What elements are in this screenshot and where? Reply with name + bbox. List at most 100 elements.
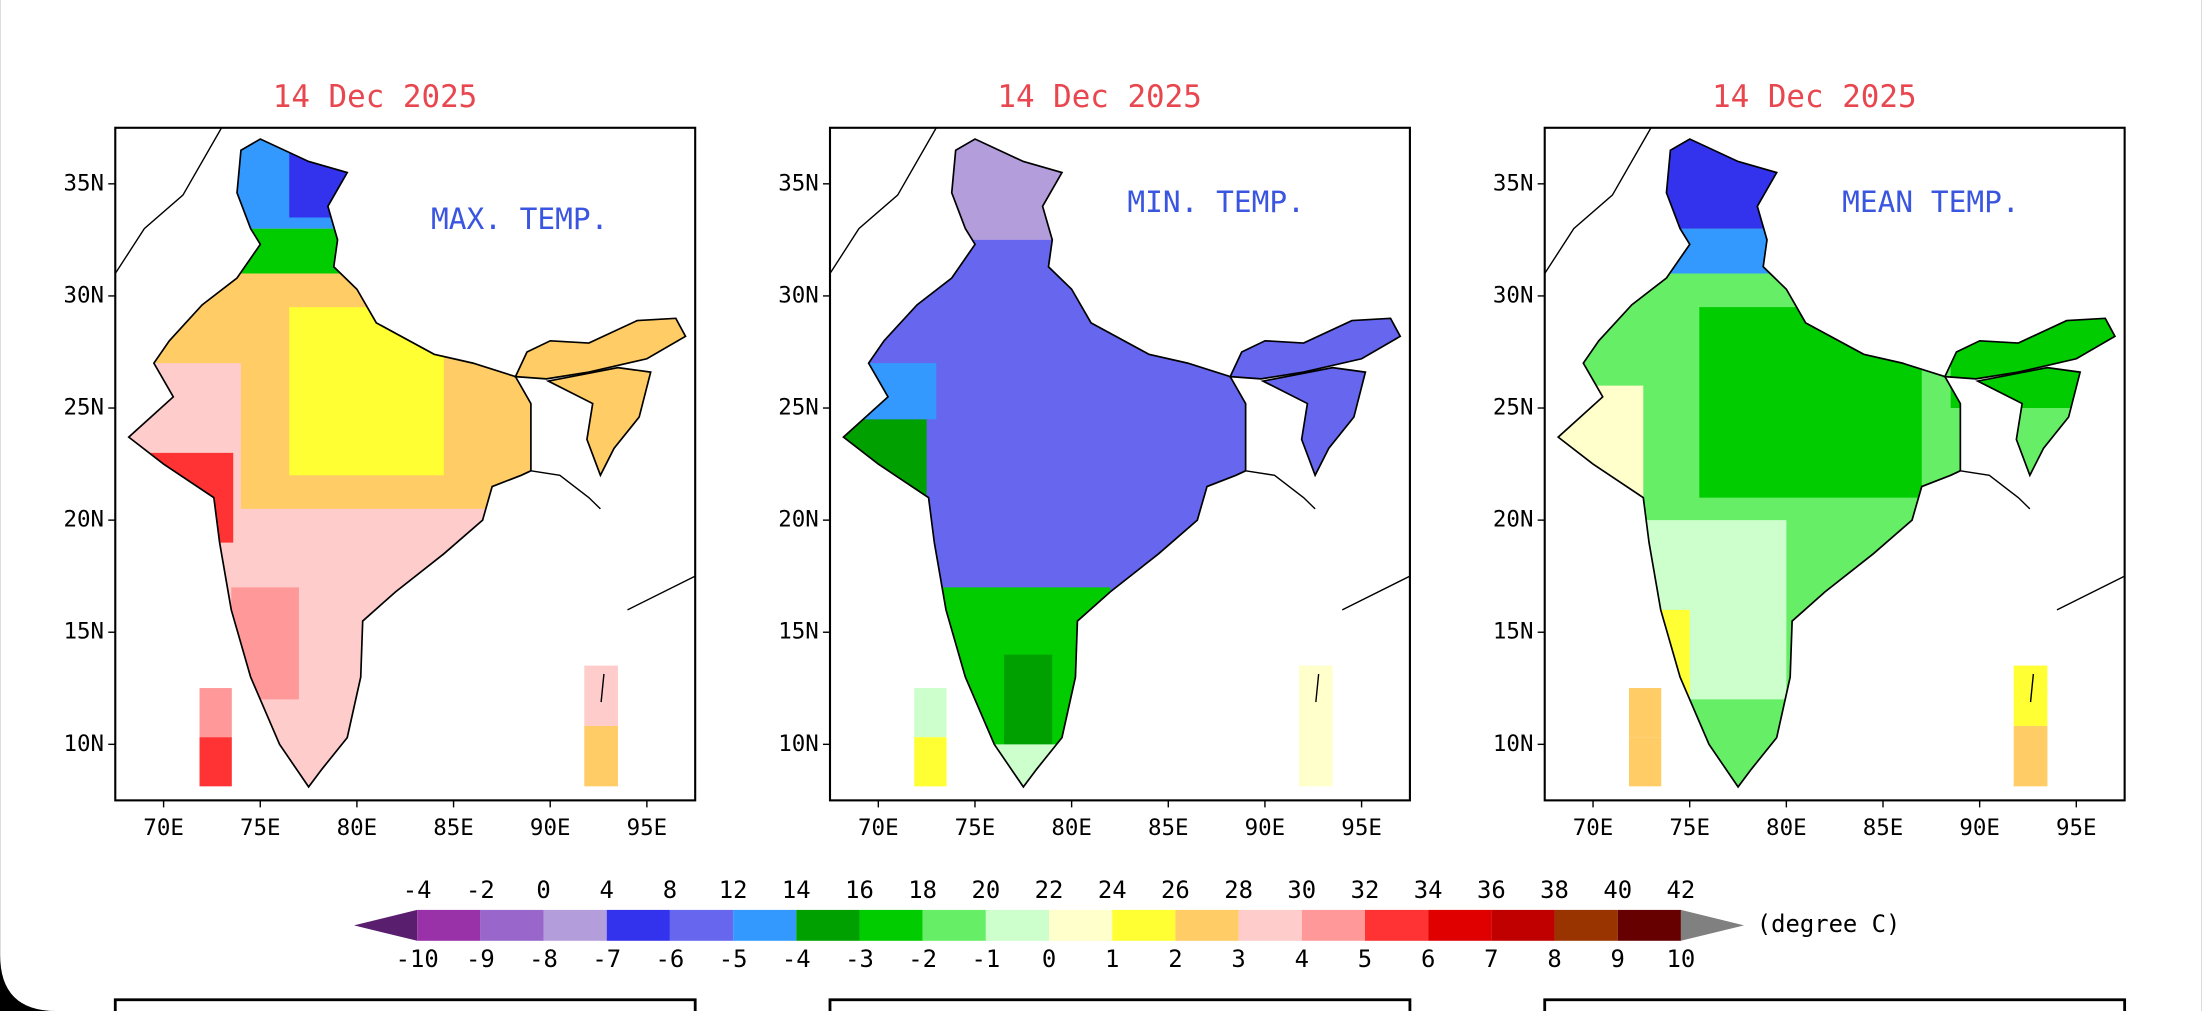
lat-tick-label: 35N xyxy=(63,170,104,196)
coastline xyxy=(2056,575,2125,611)
colorbar-box xyxy=(733,909,797,941)
colorbar-box xyxy=(1428,909,1492,941)
colorbar-top-label: 20 xyxy=(971,876,1000,904)
colorbar-box xyxy=(1301,909,1365,941)
lat-tick-label: 25N xyxy=(1493,395,1534,421)
colorbar-top-label: 28 xyxy=(1224,876,1253,904)
colorbar-top-label: 8 xyxy=(663,876,677,904)
colorbar-bottom-label: 2 xyxy=(1168,945,1182,973)
colorbar-top-label: 18 xyxy=(908,876,937,904)
lat-tick-label: 35N xyxy=(778,170,819,196)
colorbar-bottom-label: -2 xyxy=(908,945,937,973)
lat-tick-label: 15N xyxy=(63,619,104,645)
colorbar-top-label: 26 xyxy=(1161,876,1190,904)
colorbar-box xyxy=(796,909,860,941)
colorbar-top-label: -4 xyxy=(403,876,432,904)
lon-tick-label: 75E xyxy=(1669,815,1710,841)
lat-tick-label: 20N xyxy=(1493,507,1534,533)
lon-tick-label: 85E xyxy=(433,815,474,841)
lon-tick-label: 95E xyxy=(1341,815,1382,841)
lon-tick-label: 95E xyxy=(2056,815,2097,841)
colorbar-bottom-label: -10 xyxy=(396,945,439,973)
colorbar-box xyxy=(1112,909,1176,941)
island-mark xyxy=(2029,673,2035,703)
lat-tick-label: 35N xyxy=(1493,170,1534,196)
lat-tick-label: 10N xyxy=(778,731,819,757)
panel-title: 14 Dec 2025 xyxy=(273,79,477,115)
colorbar-top-label: 40 xyxy=(1603,876,1632,904)
lat-tick-label: 25N xyxy=(63,395,104,421)
colorbar-bottom-label: -6 xyxy=(656,945,685,973)
lon-tick-label: 80E xyxy=(1766,815,1807,841)
colorbar-bottom-label: -1 xyxy=(971,945,1000,973)
colorbar-box xyxy=(417,909,481,941)
colorbar-box xyxy=(1238,909,1302,941)
colorbar-bottom-label: 1 xyxy=(1105,945,1119,973)
panel-label: MEAN TEMP. xyxy=(1842,185,2019,219)
country-outline xyxy=(514,317,687,380)
colorbar-bottom-label: 7 xyxy=(1484,945,1498,973)
colorbar-top-label: 36 xyxy=(1477,876,1506,904)
coastline xyxy=(1960,470,2031,510)
lon-tick-label: 85E xyxy=(1148,815,1189,841)
colorbar-bottom-label: -5 xyxy=(719,945,748,973)
lon-tick-label: 90E xyxy=(1959,815,2000,841)
lon-tick-label: 70E xyxy=(858,815,899,841)
inset-box xyxy=(199,737,232,787)
colorbar-bottom-label: -4 xyxy=(782,945,811,973)
lat-tick-label: 30N xyxy=(1493,282,1534,308)
coastline xyxy=(1245,470,1316,510)
next-map-frame xyxy=(828,998,1412,1011)
colorbar-bottom-label: 10 xyxy=(1667,945,1696,973)
inset-box xyxy=(2013,725,2048,787)
country-outline xyxy=(842,138,1247,789)
colorbar-bottom-label: 8 xyxy=(1547,945,1561,973)
lat-tick-label: 30N xyxy=(63,282,104,308)
coastline xyxy=(627,575,696,611)
colorbar-bottom-label: 5 xyxy=(1358,945,1372,973)
lat-tick-label: 25N xyxy=(778,395,819,421)
next-map-frame xyxy=(113,998,697,1011)
region xyxy=(289,307,444,476)
lat-tick-label: 10N xyxy=(63,731,104,757)
inset-box xyxy=(584,725,618,787)
colorbar-bottom-label: -8 xyxy=(529,945,558,973)
colorbar-top-label: -2 xyxy=(466,876,495,904)
country-outline xyxy=(1260,366,1367,478)
colorbar-box xyxy=(859,909,923,941)
coastline xyxy=(114,127,223,274)
lat-tick-label: 15N xyxy=(1493,619,1534,645)
colorbar-top-label: 16 xyxy=(845,876,874,904)
colorbar-top-label: 34 xyxy=(1414,876,1443,904)
colorbar-top-label: 12 xyxy=(719,876,748,904)
colorbar-box xyxy=(1049,909,1113,941)
region xyxy=(1003,654,1053,767)
colorbar-box xyxy=(1617,909,1681,941)
coastline xyxy=(829,127,937,274)
island-mark xyxy=(600,673,605,703)
lon-tick-label: 90E xyxy=(530,815,571,841)
panel-label: MIN. TEMP. xyxy=(1127,185,1304,219)
colorbar-box xyxy=(922,909,986,941)
colorbar-top-label: 14 xyxy=(782,876,811,904)
coastline xyxy=(530,470,601,510)
colorbar-box xyxy=(669,909,734,941)
colorbar-box xyxy=(1491,909,1555,941)
colorbar-arrow xyxy=(1680,909,1745,941)
lon-tick-label: 75E xyxy=(955,815,996,841)
lat-tick-label: 10N xyxy=(1493,731,1534,757)
colorbar-bottom-label: 0 xyxy=(1042,945,1056,973)
country-outline xyxy=(1943,317,2117,380)
lon-tick-label: 80E xyxy=(337,815,378,841)
colorbar-bottom-label: 4 xyxy=(1295,945,1309,973)
colorbar-bottom-label: 3 xyxy=(1231,945,1245,973)
panel-title: 14 Dec 2025 xyxy=(997,79,1201,115)
next-map-frame xyxy=(1543,998,2127,1011)
inset-box xyxy=(1628,688,1662,738)
lon-tick-label: 70E xyxy=(143,815,184,841)
colorbar-bottom-label: -7 xyxy=(592,945,621,973)
colorbar-top-label: 4 xyxy=(600,876,614,904)
inset-box xyxy=(199,688,232,738)
country-outline xyxy=(1556,138,1962,789)
